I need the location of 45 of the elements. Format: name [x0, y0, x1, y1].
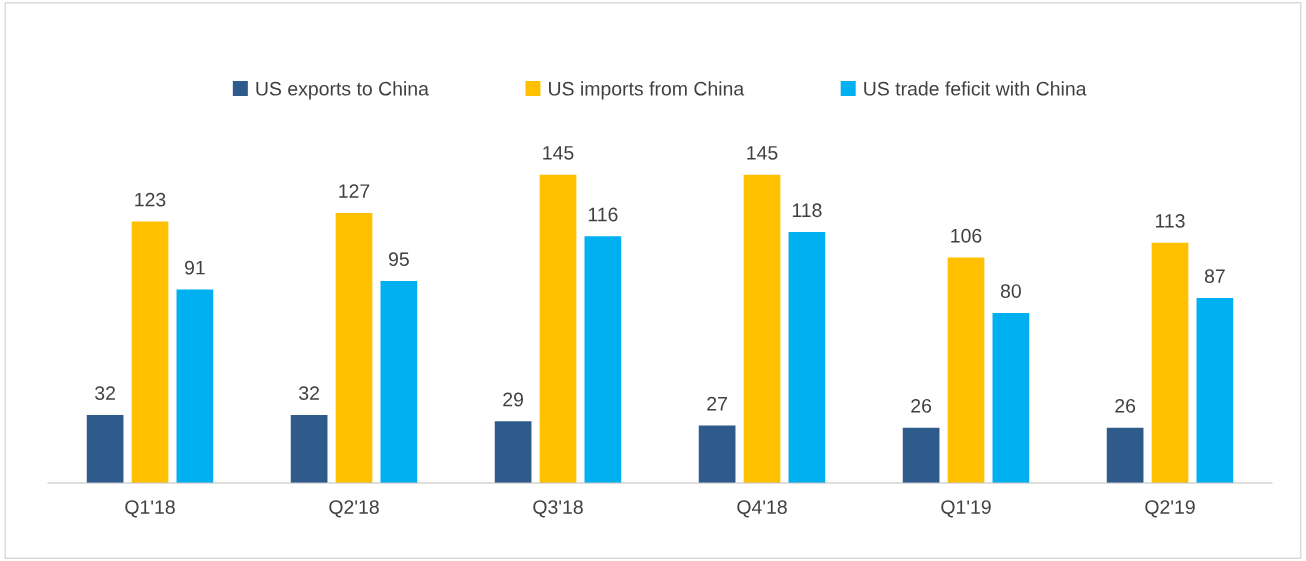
bar	[176, 289, 214, 483]
bar	[1151, 242, 1189, 483]
bar	[539, 174, 577, 483]
data-label: 26	[1115, 398, 1136, 413]
legend-label: US imports from China	[549, 81, 745, 100]
bar	[380, 280, 418, 483]
bar	[86, 414, 124, 483]
data-label: 32	[95, 386, 115, 400]
bar	[335, 212, 373, 483]
bar	[290, 414, 328, 483]
data-label: 80	[1000, 284, 1021, 298]
bar	[947, 257, 985, 483]
bar	[788, 232, 826, 483]
data-label: 32	[299, 386, 319, 400]
bar	[494, 421, 532, 483]
x-tick-label: Q2'18	[329, 500, 379, 518]
bar	[743, 174, 781, 483]
legend-label: US exports to China	[256, 81, 429, 100]
x-tick-label: Q4'18	[737, 500, 787, 518]
data-label: 26	[911, 398, 932, 413]
bar	[902, 427, 940, 483]
x-tick-label: Q1'19	[941, 500, 991, 518]
bar	[584, 236, 622, 483]
data-label: 123	[135, 192, 166, 207]
x-tick-label: Q3'18	[533, 500, 583, 518]
data-label: 118	[792, 203, 822, 218]
data-label: 106	[951, 228, 982, 243]
x-tick-label: Q2'19	[1145, 500, 1195, 518]
bar	[992, 312, 1030, 483]
data-label: 91	[184, 260, 205, 275]
data-label: 145	[747, 146, 778, 160]
data-label: 95	[388, 252, 409, 267]
bar	[1196, 298, 1234, 483]
bar	[131, 221, 169, 483]
legend-label: US trade feficit with China	[864, 81, 1087, 96]
data-label: 27	[707, 396, 727, 411]
bar	[1106, 427, 1144, 483]
x-tick-label: Q1'18	[125, 500, 175, 518]
bar	[698, 425, 736, 483]
data-label: 116	[588, 207, 618, 222]
data-label: 127	[339, 184, 370, 198]
data-label: 113	[1155, 213, 1185, 228]
data-label: 145	[543, 146, 574, 160]
data-label: 29	[503, 392, 524, 407]
data-label: 87	[1204, 269, 1225, 284]
